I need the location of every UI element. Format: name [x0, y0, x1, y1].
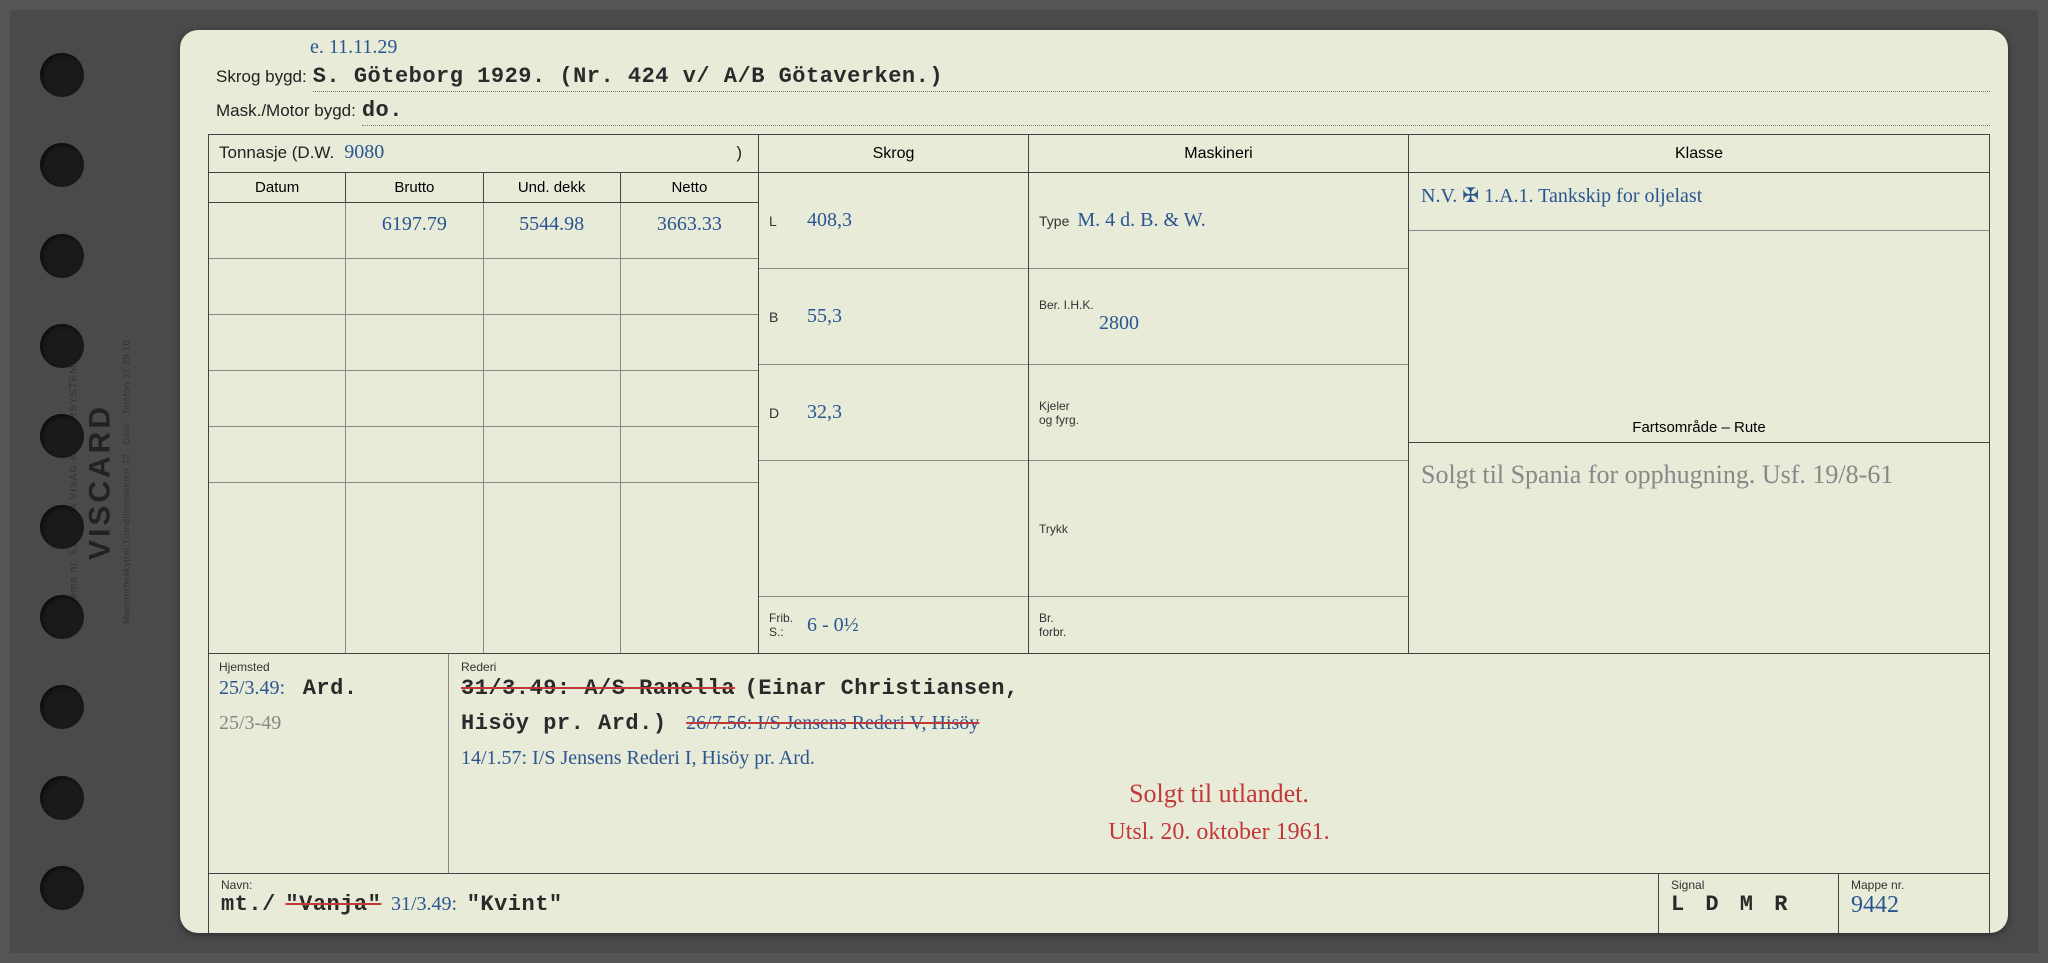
maskineri-ber: 2800 — [1099, 312, 1139, 335]
hjemsted-column: Hjemsted 25/3.49: Ard. 25/3-49 — [209, 654, 449, 873]
skrog-column: Skrog L 408,3 B 55,3 D 32,3 Frib. S.: 6 … — [759, 135, 1029, 653]
signal-cell: Signal L D M R — [1659, 874, 1839, 933]
rederi-column: Rederi 31/3.49: A/S Ranella (Einar Chris… — [449, 654, 1989, 873]
skrog-B: 55,3 — [807, 305, 842, 328]
tonnasje-header: Tonnasje (D.W. 9080 ) — [209, 135, 758, 173]
tonnasje-subheaders: Datum Brutto Und. dekk Netto — [209, 173, 758, 203]
maskineri-type: M. 4 d. B. & W. — [1077, 209, 1205, 232]
lower-section: Hjemsted 25/3.49: Ard. 25/3-49 Rederi 31… — [208, 654, 1990, 874]
bottom-row: Navn: mt./ "Vanja" 31/3.49: "Kvint" Sign… — [208, 874, 1990, 933]
tonnasje-column: Tonnasje (D.W. 9080 ) Datum Brutto Und. … — [209, 135, 759, 653]
index-card: e. 11.11.29 Skrog bygd: S. Göteborg 1929… — [180, 30, 2008, 933]
main-grid: Tonnasje (D.W. 9080 ) Datum Brutto Und. … — [208, 134, 1990, 654]
fartsomrade-header: Fartsområde – Rute — [1409, 413, 1989, 443]
top-handwritten-date: e. 11.11.29 — [310, 36, 397, 59]
skrog-header: Skrog — [759, 135, 1028, 173]
punch-holes — [40, 30, 100, 933]
skrog-bygd-value: S. Göteborg 1929. (Nr. 424 v/ A/B Götave… — [313, 64, 943, 89]
mask-motor-label: Mask./Motor bygd: — [216, 101, 356, 121]
skrog-frib: 6 - 0½ — [807, 614, 859, 637]
skrog-L: 408,3 — [807, 209, 852, 232]
maskineri-header: Maskineri — [1029, 135, 1408, 173]
klasse-value: N.V. ✠ 1.A.1. Tankskip for oljelast — [1421, 185, 1702, 207]
skrog-D: 32,3 — [807, 401, 842, 424]
card-wrapper: e. 11.11.29 Skrog bygd: S. Göteborg 1929… — [10, 10, 2038, 953]
maskineri-column: Maskineri Type M. 4 d. B. & W. Ber. I.H.… — [1029, 135, 1409, 653]
farts-note: Solgt til Spania for opphugning. Usf. 19… — [1421, 460, 1893, 489]
mask-motor-value: do. — [362, 98, 403, 123]
navn-cell: Navn: mt./ "Vanja" 31/3.49: "Kvint" — [209, 874, 1659, 933]
klasse-column: Klasse N.V. ✠ 1.A.1. Tankskip for oljela… — [1409, 135, 1989, 653]
klasse-header: Klasse — [1409, 135, 1989, 173]
mask-motor-row: Mask./Motor bygd: do. — [208, 98, 1990, 126]
mappe-cell: Mappe nr. 9442 — [1839, 874, 1989, 933]
tonnasje-row-1: 6197.79 5544.98 3663.33 — [209, 203, 758, 259]
skrog-bygd-row: Skrog bygd: S. Göteborg 1929. (Nr. 424 v… — [208, 64, 1990, 92]
skrog-bygd-label: Skrog bygd: — [216, 67, 307, 87]
